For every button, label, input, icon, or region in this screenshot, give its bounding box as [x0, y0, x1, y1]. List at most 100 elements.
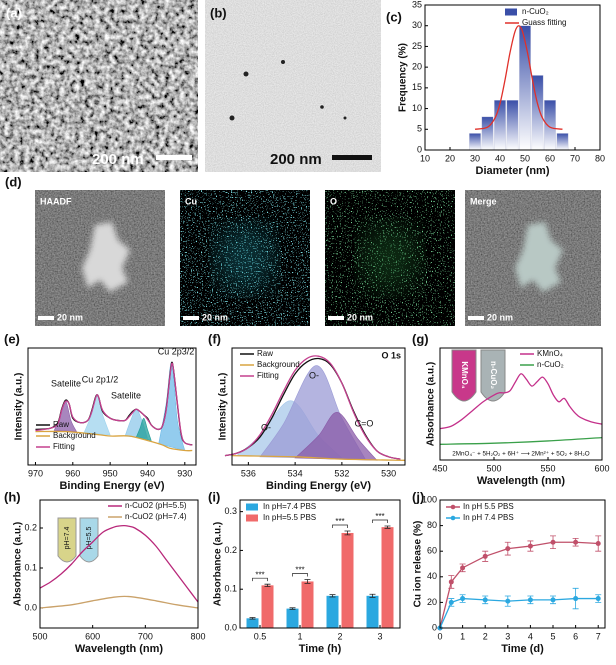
error-bar — [329, 594, 336, 598]
y-tick-label: 0.2 — [24, 522, 37, 532]
x-tick-label: 600 — [85, 631, 100, 641]
y-axis-label: Cu ion release (%) — [413, 521, 424, 608]
bar — [246, 618, 259, 628]
scale-bar — [332, 155, 372, 160]
plot-frame — [39, 499, 199, 629]
annotation: Satelite — [111, 390, 141, 400]
data-point — [448, 599, 454, 605]
legend-label: Fitting — [257, 371, 279, 380]
legend-label: Guass fitting — [522, 18, 566, 27]
error-bar — [384, 525, 391, 529]
plot-frame — [239, 499, 401, 629]
histogram-bar — [519, 25, 531, 151]
y-tick-label: 0.2 — [224, 545, 237, 555]
x-tick-label: 50 — [520, 153, 530, 163]
y-axis-label: Intensity (a.u.) — [14, 373, 25, 441]
map-o: O 20 nm — [325, 190, 455, 326]
panel-label: (d) — [5, 174, 22, 189]
plot-frame — [231, 347, 406, 466]
chart-panel: (h) 500 600 700 800 0.0 0.1 0.2 Wavelength (nm) A… — [4, 489, 206, 654]
inset-tubes: KMnO₄ n-CuO₂ — [451, 349, 506, 402]
legend-label: n-CuO2 (pH=5.5) — [125, 501, 187, 510]
data-point — [460, 596, 466, 602]
scale-bar-label: 20 nm — [202, 312, 228, 322]
legend-label: In pH 7.4 PBS — [463, 513, 514, 522]
panel-label: (b) — [210, 5, 227, 20]
panel-label: (j) — [412, 489, 424, 504]
y-axis-label: Absorbance (a.u.) — [426, 362, 437, 446]
legend-marker — [450, 504, 456, 510]
x-axis-label: Diameter (nm) — [476, 165, 550, 177]
y-axis-label: Frequency (%) — [398, 43, 409, 112]
data-point — [448, 579, 454, 585]
series-line — [439, 541, 599, 629]
legend-label: n-CuO2 (pH=7.4) — [125, 512, 187, 521]
x-tick-label: 30 — [470, 153, 480, 163]
inset-label: n-CuO₂ — [489, 361, 498, 389]
scale-bar — [183, 316, 199, 320]
panel-label: (h) — [4, 489, 21, 504]
inset-label: pH=5.5 — [86, 527, 93, 550]
x-tick-label: 6 — [573, 631, 578, 641]
data-point — [573, 596, 579, 602]
panel-title: O 1s — [381, 350, 401, 360]
histogram-bar — [556, 133, 569, 151]
y-tick-label: 20 — [412, 62, 422, 72]
tube — [451, 349, 477, 402]
y-tick-label: 0.3 — [224, 506, 237, 516]
series-line — [439, 597, 599, 629]
particles — [229, 60, 347, 121]
x-tick-label: 970 — [28, 468, 43, 478]
x-tick-label: 960 — [65, 468, 80, 478]
y-tick-label: 100 — [422, 494, 437, 504]
particle — [320, 105, 324, 109]
legend-label: Raw — [257, 349, 273, 358]
y-tick-label: 60 — [427, 546, 437, 556]
y-tick-label: 30 — [412, 20, 422, 30]
panel-label: (f) — [208, 331, 221, 346]
inset-label: KMnO₄ — [460, 361, 469, 389]
y-tick-label: 10 — [412, 103, 422, 113]
legend-label: n-CuO₂ — [537, 360, 564, 369]
data-point — [550, 539, 556, 545]
significance-bracket — [292, 573, 308, 577]
vial — [79, 517, 99, 563]
series-line — [231, 454, 406, 461]
chart-panel: (c) 10 20 30 40 50 60 70 80 0 5 10 15 20 25 30 35 Diamete… — [386, 0, 605, 177]
y-axis-label: Absorbance (a.u.) — [213, 522, 224, 606]
map-label: O — [330, 196, 337, 206]
y-tick-label: 5 — [417, 124, 422, 134]
significance-bracket — [252, 577, 268, 582]
panel-label: (i) — [208, 489, 220, 504]
series-line — [39, 524, 199, 603]
x-tick-label: 940 — [140, 468, 155, 478]
scale-bar-label: 20 nm — [487, 312, 513, 322]
y-tick-label: 20 — [427, 597, 437, 607]
bar — [326, 595, 339, 628]
fit-component — [135, 417, 152, 441]
annotation: Cu 2p1/2 — [82, 374, 119, 384]
data-point — [595, 541, 601, 547]
particle-cluster — [82, 222, 130, 292]
x-tick-label: 5 — [551, 631, 556, 641]
significance: *** — [335, 517, 344, 526]
bar — [261, 585, 274, 628]
legend-label: Raw — [53, 420, 69, 429]
fit-component — [158, 362, 186, 451]
x-tick-label: 3 — [505, 631, 510, 641]
x-axis-label: Binding Energy (eV) — [266, 480, 371, 492]
inset-label: pH=7.4 — [64, 527, 71, 550]
cu-cluster — [215, 224, 275, 292]
map-label: Cu — [185, 196, 197, 206]
x-tick-label: 20 — [445, 153, 455, 163]
annotation: O- — [309, 370, 319, 380]
error-bar — [249, 617, 256, 620]
significance-bracket — [332, 524, 348, 529]
particle — [229, 115, 235, 121]
series-line — [35, 362, 193, 446]
bar — [286, 608, 299, 628]
data-point — [460, 565, 466, 571]
annotation: O- — [261, 422, 271, 432]
histogram-bar — [506, 100, 519, 151]
